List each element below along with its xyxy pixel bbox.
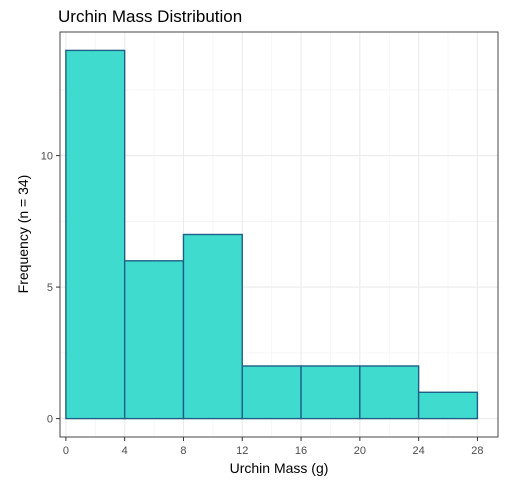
plot-panel-border: [59, 31, 499, 438]
x-tick-label: 20: [354, 445, 366, 457]
y-axis-ticks: 0 5 10: [41, 151, 60, 426]
x-axis-ticks: 0 4 8 12 16 20 24 28: [63, 437, 484, 457]
histogram-bar: [123, 260, 185, 420]
x-tick-label: 4: [122, 445, 128, 457]
histogram-bar: [241, 365, 302, 420]
y-tick-label: 0: [47, 414, 53, 426]
x-tick-label: 12: [236, 445, 248, 457]
x-tick-label: 16: [295, 445, 307, 457]
histogram-bar: [182, 233, 243, 420]
x-axis-title: Urchin Mass (g): [230, 460, 329, 476]
y-tick-label: 5: [47, 282, 53, 294]
x-tick-label: 8: [180, 445, 186, 457]
histogram-bar: [359, 365, 420, 420]
y-tick-label: 10: [41, 151, 53, 163]
histogram-bar: [417, 391, 479, 420]
bars: [65, 49, 479, 420]
x-tick-label: 24: [413, 445, 425, 457]
x-tick-label: 28: [471, 445, 483, 457]
histogram-bar: [65, 49, 126, 420]
y-axis-title: Frequency (n = 34): [15, 175, 31, 294]
chart-title: Urchin Mass Distribution: [58, 7, 242, 26]
x-tick-label: 0: [63, 445, 69, 457]
histogram-bar: [300, 365, 361, 420]
